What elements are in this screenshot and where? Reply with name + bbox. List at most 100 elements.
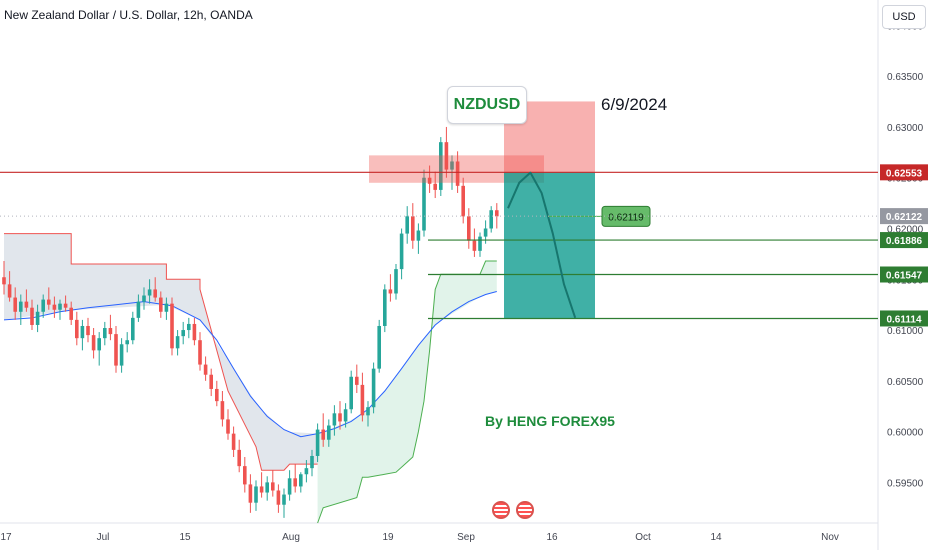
candle-body <box>181 330 185 337</box>
candle-body <box>187 323 191 331</box>
x-tick-label: Nov <box>821 532 839 543</box>
x-tick-label: Sep <box>457 532 475 543</box>
candle-body <box>321 429 325 440</box>
candle-body <box>80 325 85 339</box>
candle-body <box>360 384 365 416</box>
candle-body <box>371 368 376 408</box>
x-tick-label: 15 <box>179 532 191 543</box>
candle-body <box>175 336 180 349</box>
candle-body <box>108 328 113 335</box>
candle-body <box>86 325 90 336</box>
event-flags <box>492 501 534 519</box>
candle-body <box>170 303 174 349</box>
candle-body <box>495 210 499 217</box>
candle-body <box>114 334 118 366</box>
candle-body <box>41 299 45 312</box>
candle-body <box>388 289 393 294</box>
candle-body <box>450 161 454 170</box>
candle-body <box>215 388 219 402</box>
y-tick-label: 0.60000 <box>887 428 924 439</box>
take-profit-zone <box>504 172 595 319</box>
y-tick-label: 0.63500 <box>887 72 924 83</box>
candle-body <box>75 319 79 339</box>
x-tick-label: Jul <box>97 532 110 543</box>
moving-average <box>3 291 497 438</box>
candle-body <box>63 303 68 308</box>
x-tick-label: Oct <box>635 532 651 543</box>
price-badge-label: 0.62553 <box>886 168 923 179</box>
candle-body <box>198 340 202 365</box>
candle-body <box>69 307 73 320</box>
candle-body <box>366 407 370 416</box>
price-badge-label: 0.61114 <box>886 314 921 325</box>
candle-body <box>13 297 17 312</box>
drawings: 0.62119 <box>0 101 878 320</box>
x-tick-label: Aug <box>282 532 300 543</box>
candle-body <box>355 376 359 385</box>
candle-body <box>192 323 197 341</box>
x-tick-label: 19 <box>382 532 394 543</box>
x-tick-label: 14 <box>710 532 722 543</box>
candle-body <box>58 303 62 310</box>
candle-body <box>125 340 129 345</box>
candle-body <box>2 277 6 285</box>
candle-body <box>282 494 286 505</box>
price-badge <box>880 310 928 327</box>
candle-body <box>131 317 135 341</box>
candle-body <box>254 486 258 503</box>
candle-body <box>433 183 437 190</box>
candle-body <box>427 177 432 184</box>
candle-body <box>248 484 253 503</box>
candle-body <box>444 142 449 170</box>
candle-body <box>103 328 107 339</box>
candle-body <box>461 185 465 217</box>
candle-body <box>483 228 488 237</box>
candle-body <box>405 216 409 234</box>
candle-body <box>271 482 275 491</box>
candle-body <box>455 161 460 186</box>
currency-button[interactable]: USD <box>882 5 926 29</box>
candle-body <box>164 303 169 312</box>
position-label-text: 0.62119 <box>608 212 644 223</box>
y-tick-label: 0.61000 <box>887 326 924 337</box>
candle-body <box>422 177 426 231</box>
candle-body <box>478 236 482 251</box>
candle-body <box>209 374 213 389</box>
candle-body <box>276 490 281 505</box>
candle-body <box>472 240 477 251</box>
candle-body <box>159 297 163 312</box>
symbol-label: NZDUSD <box>447 86 527 124</box>
candle-body <box>399 233 404 270</box>
candle-body <box>220 401 225 420</box>
candle-body <box>226 419 230 434</box>
candle-body <box>19 301 23 312</box>
bearish-band <box>4 233 318 471</box>
candle-body <box>136 301 141 318</box>
candle-body <box>416 230 421 241</box>
candle-body <box>243 466 247 485</box>
candle-body <box>91 335 96 351</box>
candle-body <box>394 269 398 294</box>
moving-average-line <box>3 291 497 438</box>
candle-body <box>343 409 348 422</box>
candle-body <box>259 486 264 493</box>
candle-body <box>377 325 381 369</box>
candle-body <box>97 338 101 351</box>
bullish-band <box>317 261 497 523</box>
candle-body <box>304 468 309 475</box>
us-flag-icon[interactable] <box>516 501 534 519</box>
date-note: 6/9/2024 <box>601 95 668 114</box>
price-badge <box>880 232 928 249</box>
candle-body <box>467 216 471 241</box>
bearish-stop-line <box>4 233 318 471</box>
candle-body <box>327 425 331 440</box>
us-flag-icon[interactable] <box>492 501 510 519</box>
position-label-box <box>601 205 651 227</box>
price-badge <box>880 208 928 225</box>
candle-body <box>52 304 57 310</box>
candle-body <box>147 289 152 296</box>
price-badge-label: 0.62122 <box>886 212 923 223</box>
candle-body <box>299 474 303 487</box>
candle-body <box>383 289 387 326</box>
